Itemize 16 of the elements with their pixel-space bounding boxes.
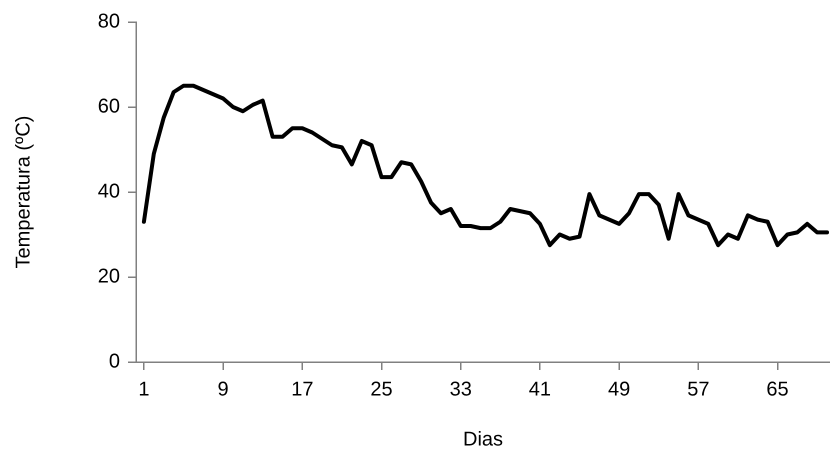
- y-tick-label: 0: [108, 350, 120, 373]
- x-tick-label: 17: [291, 378, 314, 401]
- y-axis-title: Temperatura (ºC): [12, 116, 35, 268]
- x-tick-label: 25: [370, 378, 393, 401]
- x-tick-label: 41: [528, 378, 552, 401]
- x-tick-label: 65: [766, 378, 789, 401]
- x-axis-title: Dias: [462, 428, 504, 451]
- y-tick-label: 40: [98, 180, 120, 203]
- x-tick-label: 57: [687, 378, 710, 401]
- y-tick-label: 80: [98, 10, 120, 33]
- x-tick-label: 9: [218, 378, 229, 401]
- y-tick-label: 20: [98, 266, 120, 288]
- x-tick-label: 33: [450, 378, 472, 401]
- x-tick-label: 49: [608, 378, 630, 401]
- y-tick-label: 60: [98, 96, 120, 118]
- x-tick-label: 1: [138, 378, 150, 401]
